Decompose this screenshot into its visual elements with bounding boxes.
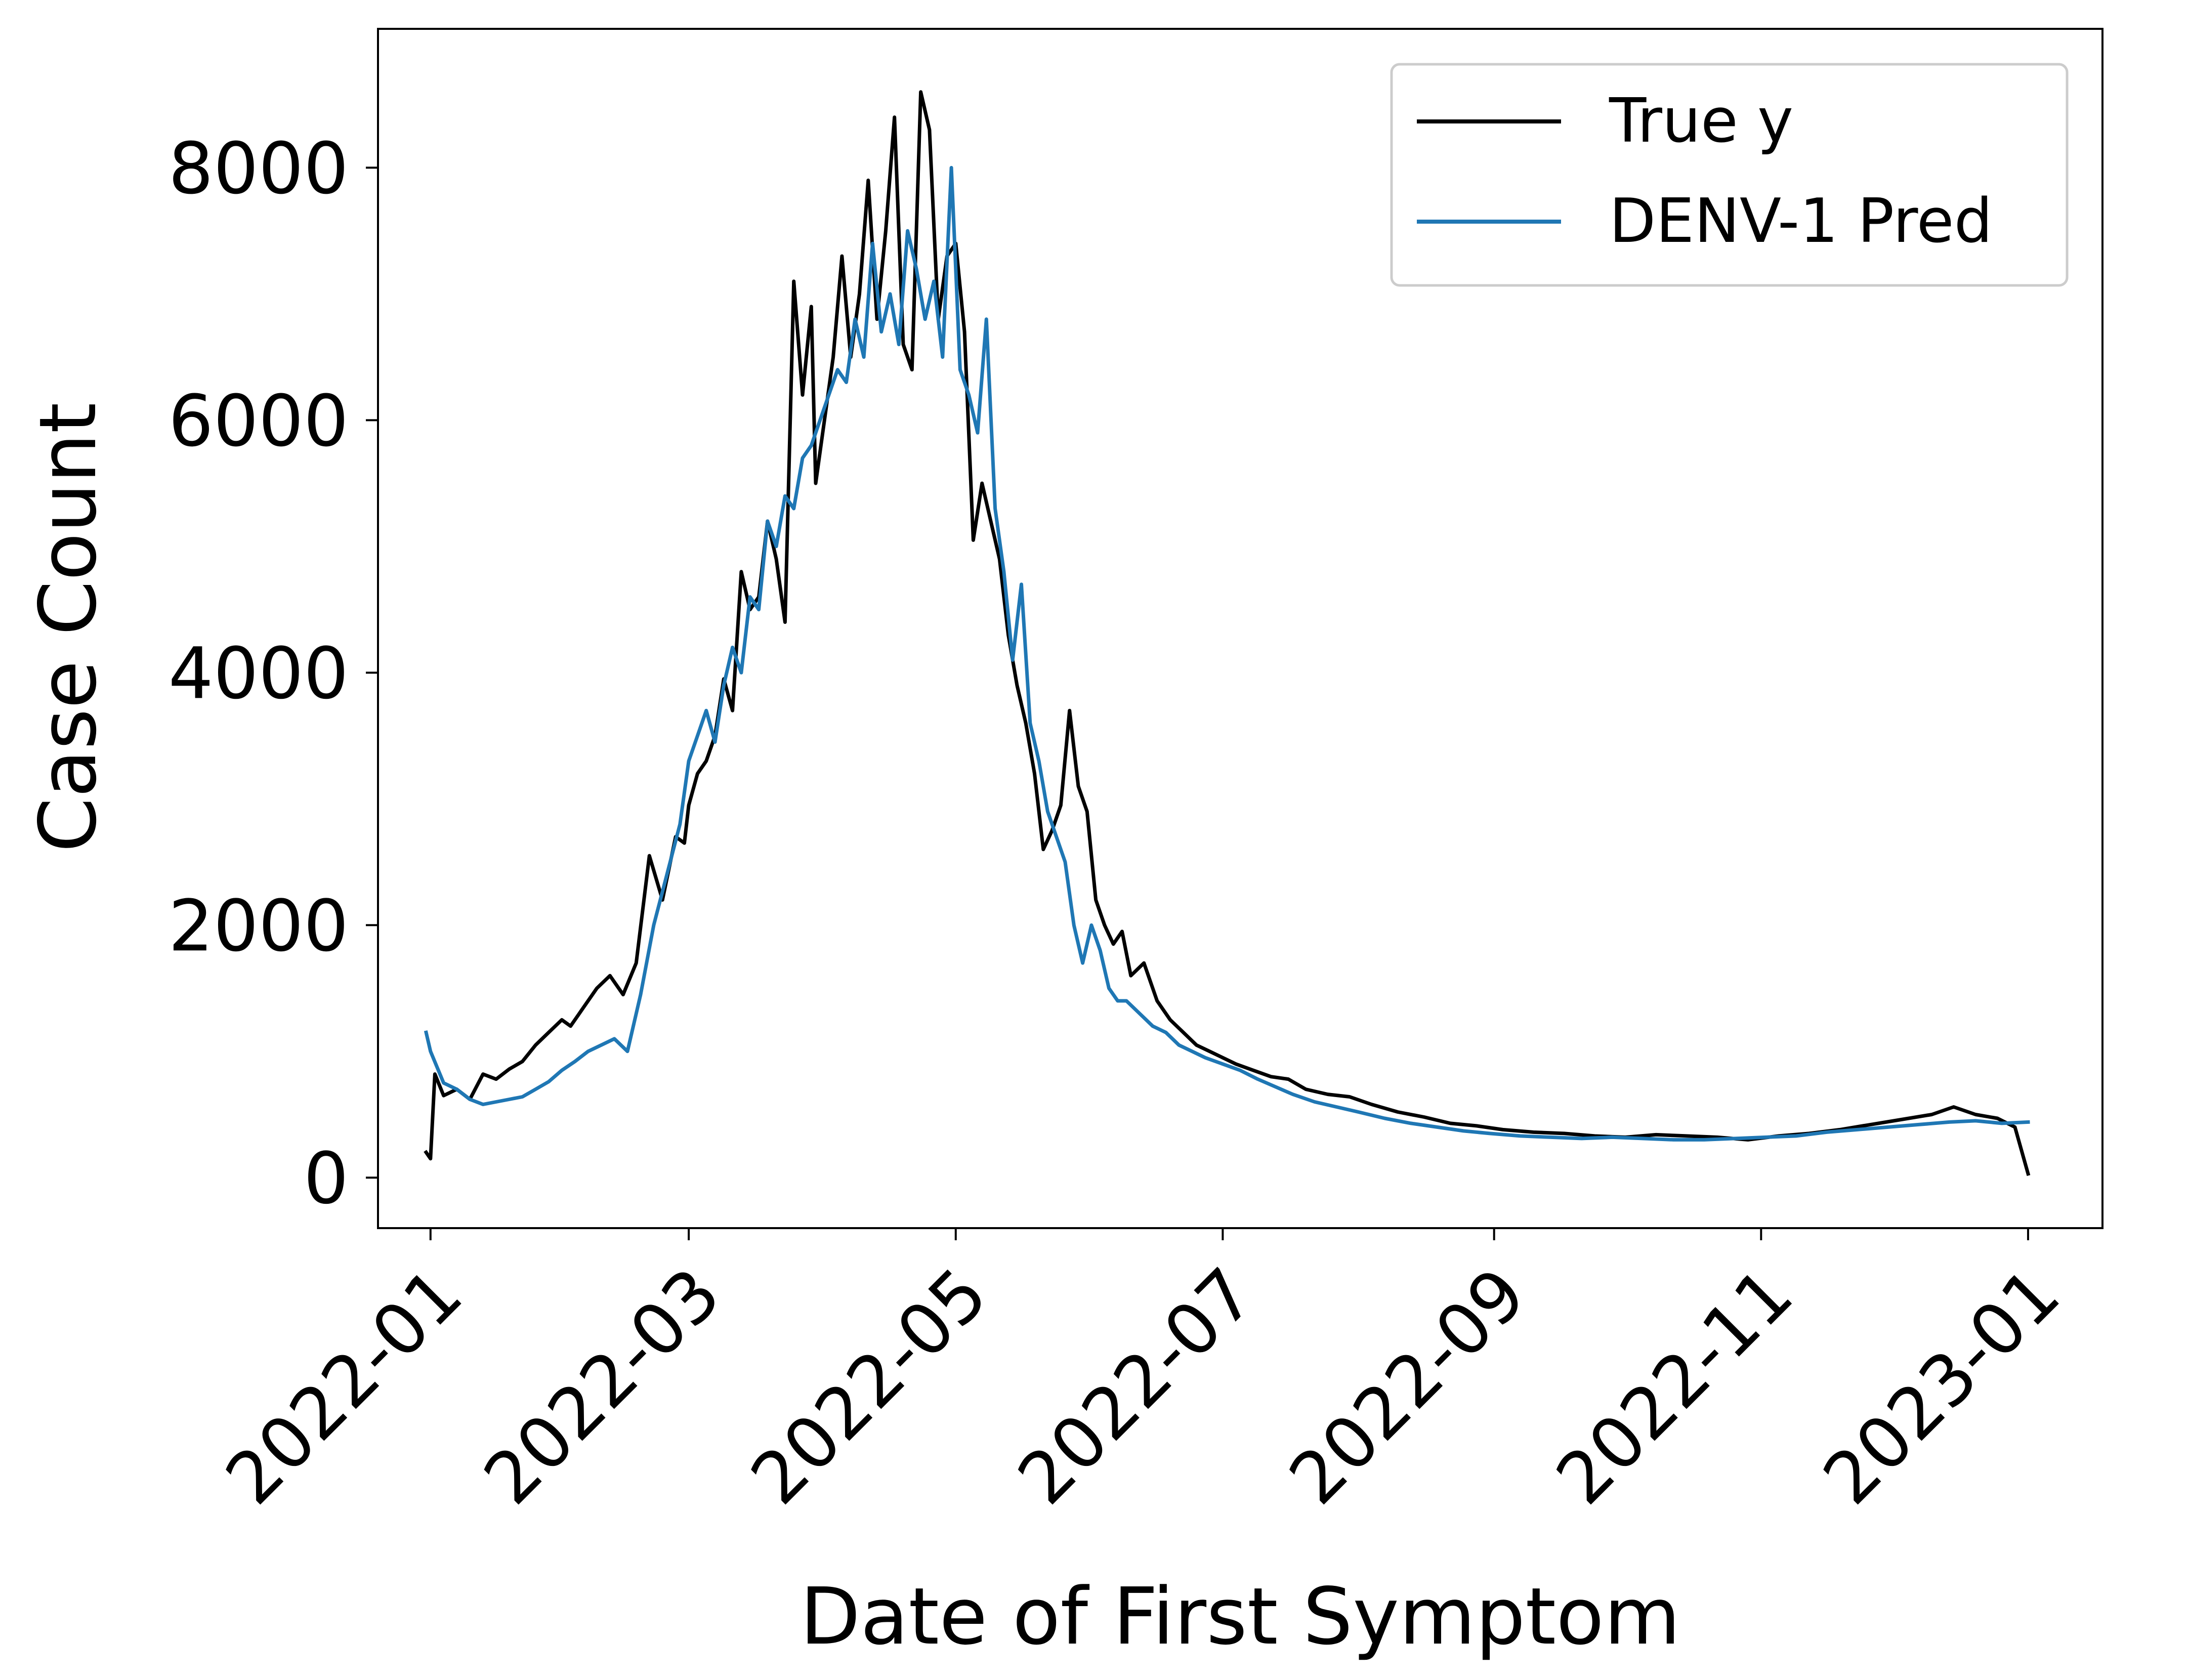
series-line-true-y (424, 90, 2031, 1177)
y-tick-label: 6000 (169, 380, 349, 463)
y-tick-label: 8000 (169, 128, 349, 210)
legend-label-denv1-pred: DENV-1 Pred (1609, 186, 1993, 257)
y-tick-label: 0 (304, 1138, 349, 1220)
y-tick-label: 2000 (169, 885, 349, 968)
x-axis-label: Date of First Symptom (800, 1571, 1680, 1662)
series-line-denv1-pred (424, 165, 2030, 1142)
y-axis-ticks: 0 2000 4000 6000 8000 (169, 128, 378, 1220)
y-tick-label: 4000 (169, 633, 349, 715)
series-lines (424, 90, 2031, 1177)
y-axis-label: Case Count (22, 403, 114, 853)
legend: True y DENV-1 Pred (1390, 63, 2069, 287)
plot-frame (377, 28, 2103, 1229)
legend-label-true-y: True y (1609, 86, 1793, 156)
